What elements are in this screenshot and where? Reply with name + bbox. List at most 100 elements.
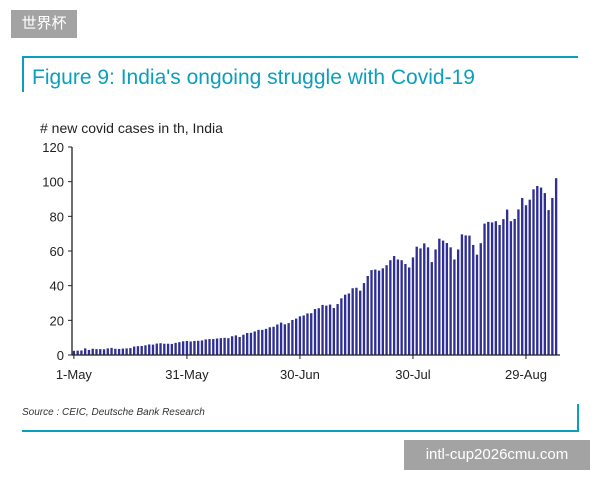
bar	[313, 309, 317, 355]
y-tick-label: 60	[50, 244, 64, 259]
bar	[408, 267, 411, 355]
bar	[404, 264, 407, 355]
bar	[148, 344, 151, 355]
bar	[246, 332, 249, 355]
bar	[279, 322, 283, 355]
x-axis: 1-May 31-May 30-Jun 30-Jul 29-Aug	[56, 355, 547, 382]
watermark-badge: 世界杯	[11, 10, 77, 38]
bar	[170, 343, 174, 355]
bar	[321, 304, 324, 355]
bar	[287, 323, 290, 355]
bar	[110, 347, 113, 355]
bar	[415, 246, 418, 355]
bar	[144, 345, 147, 355]
bar	[291, 319, 294, 355]
bar	[524, 205, 528, 355]
bar	[272, 326, 275, 355]
bar	[178, 342, 181, 355]
y-tick-label: 100	[42, 175, 64, 190]
bar	[370, 270, 373, 355]
bar	[449, 247, 452, 355]
x-tick-label: 1-May	[56, 367, 93, 382]
bar	[140, 345, 143, 355]
bar	[464, 235, 467, 355]
bar	[359, 290, 362, 355]
bar	[426, 247, 430, 355]
bar	[456, 249, 460, 355]
y-tick-label: 20	[50, 313, 64, 328]
bar	[163, 343, 166, 355]
bar	[472, 244, 475, 355]
bar	[551, 197, 554, 355]
bar	[385, 265, 388, 355]
source-note: Source : CEIC, Deutsche Bank Research	[22, 407, 205, 418]
bar	[91, 348, 94, 355]
bar	[317, 308, 320, 355]
bar	[121, 348, 125, 355]
bar	[419, 248, 422, 355]
bar	[223, 337, 226, 355]
bar	[377, 270, 381, 355]
bar	[494, 221, 498, 355]
bar	[374, 269, 377, 355]
bar	[215, 338, 219, 355]
bar	[343, 294, 347, 355]
bar	[95, 349, 98, 355]
bar	[445, 243, 449, 355]
bar	[509, 221, 513, 355]
bar	[400, 260, 403, 355]
x-tick-label: 31-May	[165, 367, 209, 382]
bar	[114, 348, 117, 355]
bar	[336, 304, 339, 355]
bar	[76, 350, 79, 355]
y-tick-label: 120	[42, 140, 64, 155]
bar	[117, 348, 121, 355]
bar	[159, 343, 162, 355]
x-tick-label: 30-Jul	[395, 367, 431, 382]
bar	[193, 340, 196, 355]
x-tick-label: 30-Jun	[280, 367, 320, 382]
bar	[310, 313, 313, 355]
bar	[200, 340, 204, 355]
bar	[487, 221, 490, 355]
bar	[543, 193, 546, 355]
bar	[430, 262, 433, 355]
y-tick-label: 80	[50, 209, 64, 224]
bar	[389, 260, 392, 355]
x-tick-label: 29-Aug	[505, 367, 547, 382]
bar	[468, 235, 471, 355]
bar	[351, 288, 354, 355]
bar	[84, 348, 87, 355]
bar	[460, 234, 464, 355]
bar	[102, 349, 106, 355]
bar	[479, 243, 482, 355]
bar	[517, 209, 520, 355]
bar	[261, 329, 264, 355]
bar	[536, 186, 539, 355]
bar	[362, 283, 366, 355]
frame-right-rule	[577, 404, 579, 432]
bars	[72, 178, 558, 355]
bar	[174, 342, 177, 355]
bar	[253, 331, 256, 355]
bar	[242, 334, 245, 355]
bar	[547, 210, 550, 355]
chart: # new covid cases in th, India 0 20 40 60 80…	[40, 120, 560, 382]
bar	[257, 329, 260, 355]
bar	[189, 341, 192, 355]
bar	[166, 343, 170, 355]
bar	[306, 313, 309, 355]
bar	[151, 344, 155, 355]
bar	[80, 350, 83, 355]
bar	[181, 341, 185, 355]
bar	[475, 254, 479, 355]
bar	[125, 348, 128, 355]
bar	[325, 305, 328, 355]
bar	[208, 339, 211, 355]
bar	[521, 197, 524, 355]
bar	[136, 346, 140, 355]
bar	[505, 209, 509, 355]
bar	[204, 339, 207, 355]
bar	[249, 332, 253, 355]
bar	[230, 336, 234, 355]
